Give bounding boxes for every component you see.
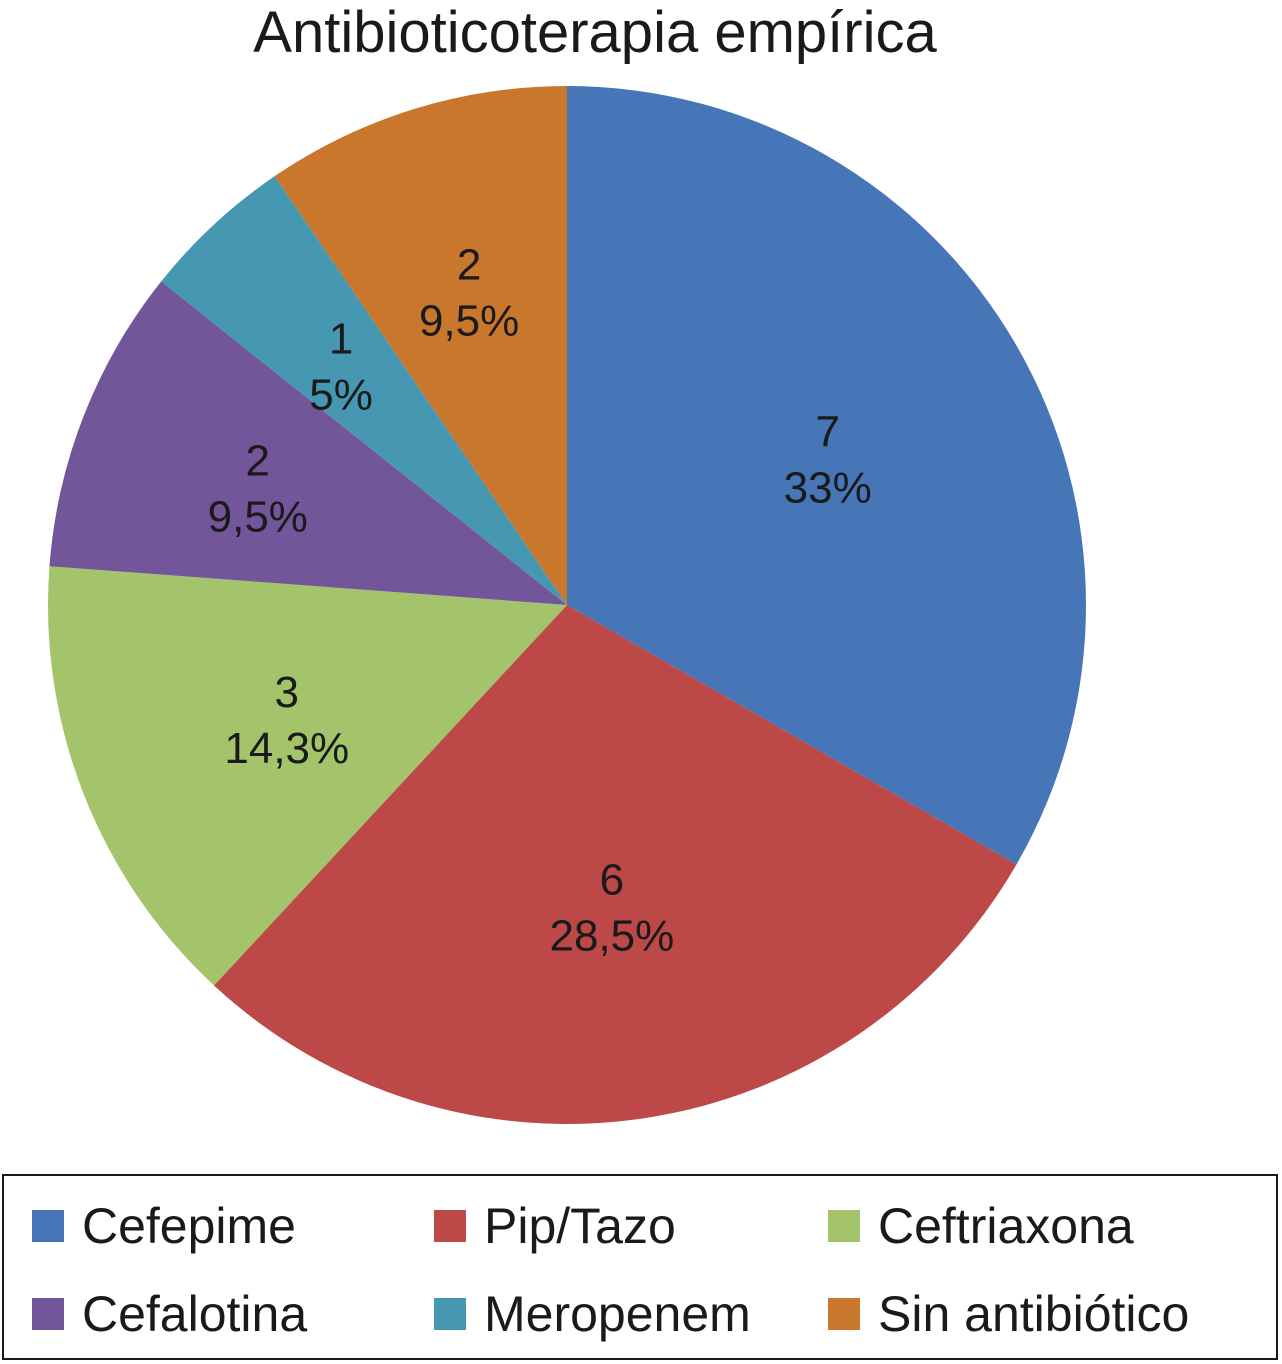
chart-title: Antibioticoterapia empírica: [253, 0, 937, 65]
legend-item-sin-antibiotico: Sin antibiótico: [828, 1284, 1189, 1344]
legend-swatch: [434, 1298, 466, 1330]
pie-slice-cefepime: [567, 86, 1086, 865]
legend-label: Ceftriaxona: [878, 1198, 1134, 1254]
legend-swatch: [32, 1298, 64, 1330]
pie-chart: 7 33% 6 28,5% 3 14,3% 2 9,5% 1 5% 2 9,5%: [48, 86, 1086, 1124]
pie-labels: 7 33% 6 28,5% 3 14,3% 2 9,5% 1 5% 2 9,5%: [208, 241, 872, 961]
legend-swatch: [828, 1298, 860, 1330]
data-label-count-pip-tazo: 6: [600, 856, 624, 905]
data-label-percent-meropenem: 5%: [309, 371, 373, 420]
pie-slice-cefalotina: [49, 281, 567, 605]
pie-slice-pip-tazo: [213, 605, 1017, 1124]
pie-slice-sin-antibiotico: [274, 86, 567, 605]
legend-swatch: [32, 1210, 64, 1242]
legend-item-meropenem: Meropenem: [434, 1284, 751, 1344]
legend: Cefepime Pip/Tazo Ceftriaxona Cefalotina Mer…: [2, 1174, 1278, 1360]
legend-label: Cefalotina: [82, 1286, 308, 1342]
data-label-count-cefalotina: 2: [246, 437, 270, 486]
data-label-percent-cefalotina: 9,5%: [208, 493, 308, 542]
legend-label: Cefepime: [82, 1198, 296, 1254]
pie-slice-meropenem: [161, 176, 567, 606]
data-label-count-ceftriaxona: 3: [275, 668, 299, 717]
pie-slice-ceftriaxona: [48, 566, 568, 986]
pie-slices: [48, 86, 1086, 1124]
legend-label: Meropenem: [484, 1286, 751, 1342]
data-label-percent-ceftriaxona: 14,3%: [224, 724, 349, 773]
data-label-count-meropenem: 1: [329, 315, 353, 364]
legend-item-cefalotina: Cefalotina: [32, 1284, 307, 1344]
legend-label: Pip/Tazo: [484, 1198, 676, 1254]
data-label-count-sin-antibiotico: 2: [457, 241, 481, 290]
data-label-count-cefepime: 7: [815, 407, 839, 456]
legend-swatch: [828, 1210, 860, 1242]
legend-item-pip-tazo: Pip/Tazo: [434, 1196, 676, 1256]
legend-item-cefepime: Cefepime: [32, 1196, 296, 1256]
legend-swatch: [434, 1210, 466, 1242]
data-label-percent-cefepime: 33%: [784, 463, 872, 512]
data-label-percent-pip-tazo: 28,5%: [549, 912, 674, 961]
legend-item-ceftriaxona: Ceftriaxona: [828, 1196, 1134, 1256]
legend-label: Sin antibiótico: [878, 1286, 1190, 1342]
data-label-percent-sin-antibiotico: 9,5%: [419, 297, 519, 346]
